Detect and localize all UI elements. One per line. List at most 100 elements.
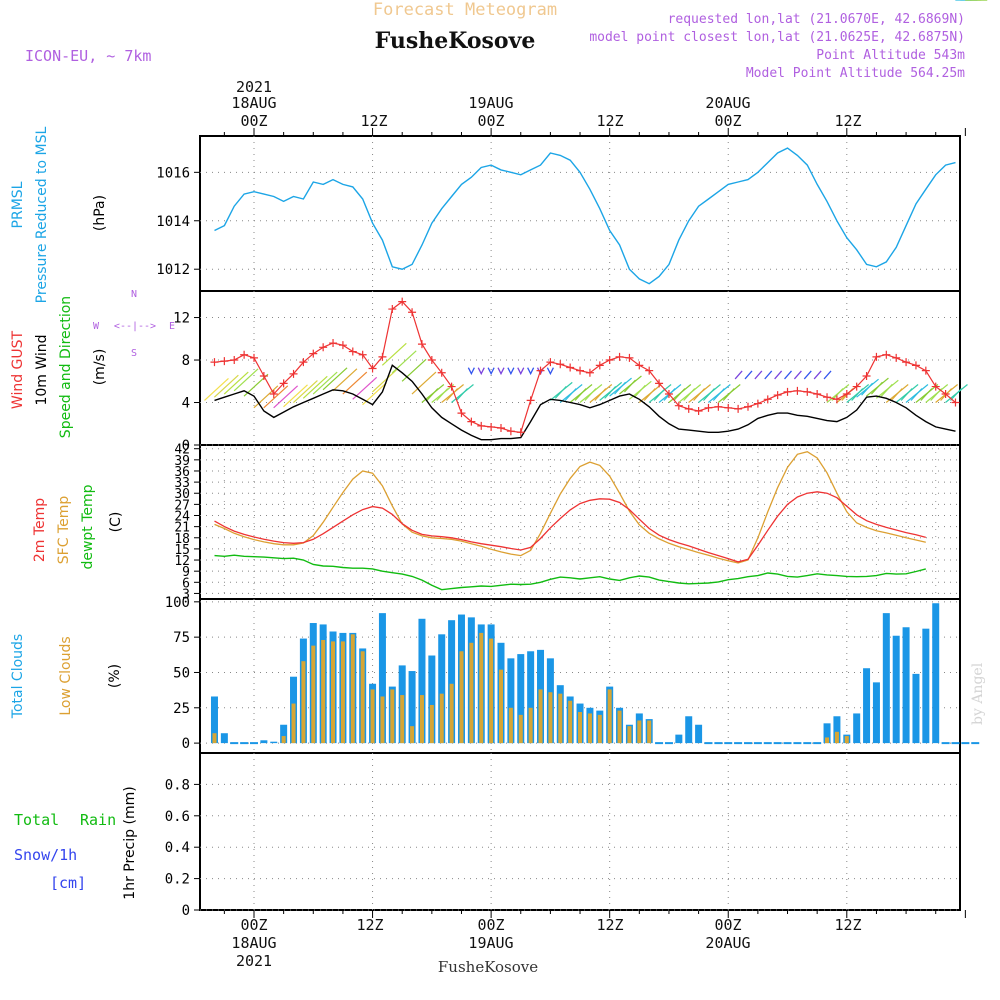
gust-marker-63 <box>832 395 841 404</box>
gust-marker-43 <box>635 361 644 370</box>
gust-marker-24 <box>447 382 456 391</box>
low-cloud-bar-26 <box>469 642 474 744</box>
wind-arrowhead-70 <box>900 388 913 401</box>
wind-hatch-6 <box>263 385 289 409</box>
compass-arrow: <--|--> <box>114 321 156 332</box>
precip-ytick-label-0.2: 0.2 <box>165 872 190 888</box>
gust-marker-61 <box>813 390 822 399</box>
gust-marker-68 <box>882 350 891 359</box>
top-date-20: 20AUG <box>705 94 750 112</box>
wind-arrowhead-37 <box>574 388 587 401</box>
gust-marker-40 <box>605 356 614 365</box>
wind-arrowhead-52 <box>722 388 735 401</box>
model-altitude: Model Point Altitude 564.25m <box>746 66 965 81</box>
temp-ytick-label-12: 12 <box>174 554 190 569</box>
gust-marker-57 <box>773 391 782 400</box>
low-cloud-bar-38 <box>587 713 592 744</box>
bottom-tick-0: 00Z <box>240 916 267 934</box>
gust-marker-29 <box>497 424 505 433</box>
total-cloud-bar-31 <box>517 654 525 744</box>
total-cloud-bar-20 <box>408 671 416 744</box>
panel-frame-4 <box>199 752 961 911</box>
low-cloud-bar-37 <box>578 712 583 744</box>
wind-arrowhead-35 <box>554 385 567 399</box>
wind-arrow-55 <box>754 370 763 380</box>
low-cloud-bar-36 <box>568 700 573 744</box>
temp-ytick-label-15: 15 <box>174 543 190 558</box>
wind-hatch-21 <box>411 371 437 395</box>
total-cloud-bar-47 <box>675 734 683 744</box>
low-cloud-bar-63 <box>834 731 839 744</box>
gust-marker-11 <box>319 343 328 352</box>
gust-marker-39 <box>595 361 604 370</box>
total-cloud-bar-71 <box>912 673 920 744</box>
wind-arrow-53 <box>734 370 743 380</box>
top-year: 2021 <box>236 78 272 96</box>
snow-cm-label: [cm] <box>50 874 86 892</box>
low-cloud-bar-33 <box>538 689 543 744</box>
wind-arrow-57 <box>774 370 783 380</box>
clouds-ytick-label-0: 0 <box>182 736 190 752</box>
total-cloud-bar-21 <box>418 618 426 744</box>
gust-marker-49 <box>694 407 703 416</box>
gust-marker-19 <box>398 297 407 306</box>
gust-marker-20 <box>408 308 417 317</box>
low-cloud-bar-12 <box>331 641 336 744</box>
dewpt-line <box>214 554 926 591</box>
temp-2m-label: 2m Temp <box>32 498 48 562</box>
low-cloud-bar-41 <box>617 710 622 744</box>
precip-ytick-label-0.8: 0.8 <box>165 777 190 793</box>
temp-sfc-label: SFC Temp <box>56 496 72 565</box>
top-date-19: 19AUG <box>468 94 513 112</box>
point-altitude: Point Altitude 543m <box>816 48 965 63</box>
gust-marker-41 <box>615 352 624 361</box>
bottom-date-18: 18AUG <box>231 934 276 952</box>
gust-marker-27 <box>477 421 486 430</box>
bottom-time-axis: 00Z 18AUG 2021 12Z 00Z 19AUG 12Z 00Z 20A… <box>231 916 861 970</box>
wind-hatch-8 <box>283 384 308 408</box>
wind-hatch-12 <box>322 367 348 391</box>
temp-2m-line <box>214 491 926 563</box>
wind-hatch-2 <box>223 371 249 395</box>
temp-ytick-label-39: 39 <box>174 454 190 469</box>
wind-arrowhead-50 <box>703 388 715 401</box>
gust-marker-14 <box>348 347 357 356</box>
grid-lines <box>194 128 966 918</box>
temp-ytick-label-30: 30 <box>174 487 190 502</box>
gust-marker-56 <box>763 395 772 404</box>
low-cloud-bar-35 <box>558 693 563 744</box>
wind-arrowhead-72 <box>920 388 933 401</box>
low-cloud-bar-15 <box>360 651 365 744</box>
temp-ytick-label-27: 27 <box>174 498 190 513</box>
top-tick-3: 12Z <box>596 112 623 130</box>
gust-marker-42 <box>625 353 634 362</box>
low-cloud-bar-21 <box>419 695 424 744</box>
top-tick-2: 00Z <box>477 112 504 130</box>
bottom-date-19: 19AUG <box>468 934 513 952</box>
clouds-unit: (%) <box>107 664 123 688</box>
gust-marker-22 <box>427 356 436 365</box>
pressure-ytick-label-1014: 1014 <box>156 214 190 230</box>
wind-arrowhead-69 <box>890 388 903 401</box>
gust-marker-71 <box>911 361 920 370</box>
bottom-tick-3: 12Z <box>596 916 623 934</box>
bottom-tick-4: 00Z <box>714 916 741 934</box>
gust-marker-65 <box>852 382 861 391</box>
low-cloud-bar-13 <box>340 641 345 744</box>
top-tick-1: 12Z <box>360 112 387 130</box>
low-cloud-bar-31 <box>518 714 523 744</box>
wind-arrow-34 <box>546 367 554 376</box>
temp-dew-label: dewpt Temp <box>80 484 96 569</box>
wind-arrow-27 <box>477 367 485 376</box>
gust-marker-3 <box>240 350 249 359</box>
wind-arrowhead-67 <box>870 381 883 395</box>
wind-arrowhead-71 <box>910 388 923 401</box>
low-cloud-bar-43 <box>637 720 642 744</box>
gust-marker-70 <box>902 358 911 367</box>
closest-lonlat: model point closest lon,lat (21.0625E, 4… <box>589 30 965 45</box>
wind-hatch-14 <box>342 371 368 395</box>
wind-arrowhead-39 <box>594 388 607 401</box>
gust-marker-6 <box>269 390 278 399</box>
total-cloud-bar-73 <box>932 603 940 744</box>
